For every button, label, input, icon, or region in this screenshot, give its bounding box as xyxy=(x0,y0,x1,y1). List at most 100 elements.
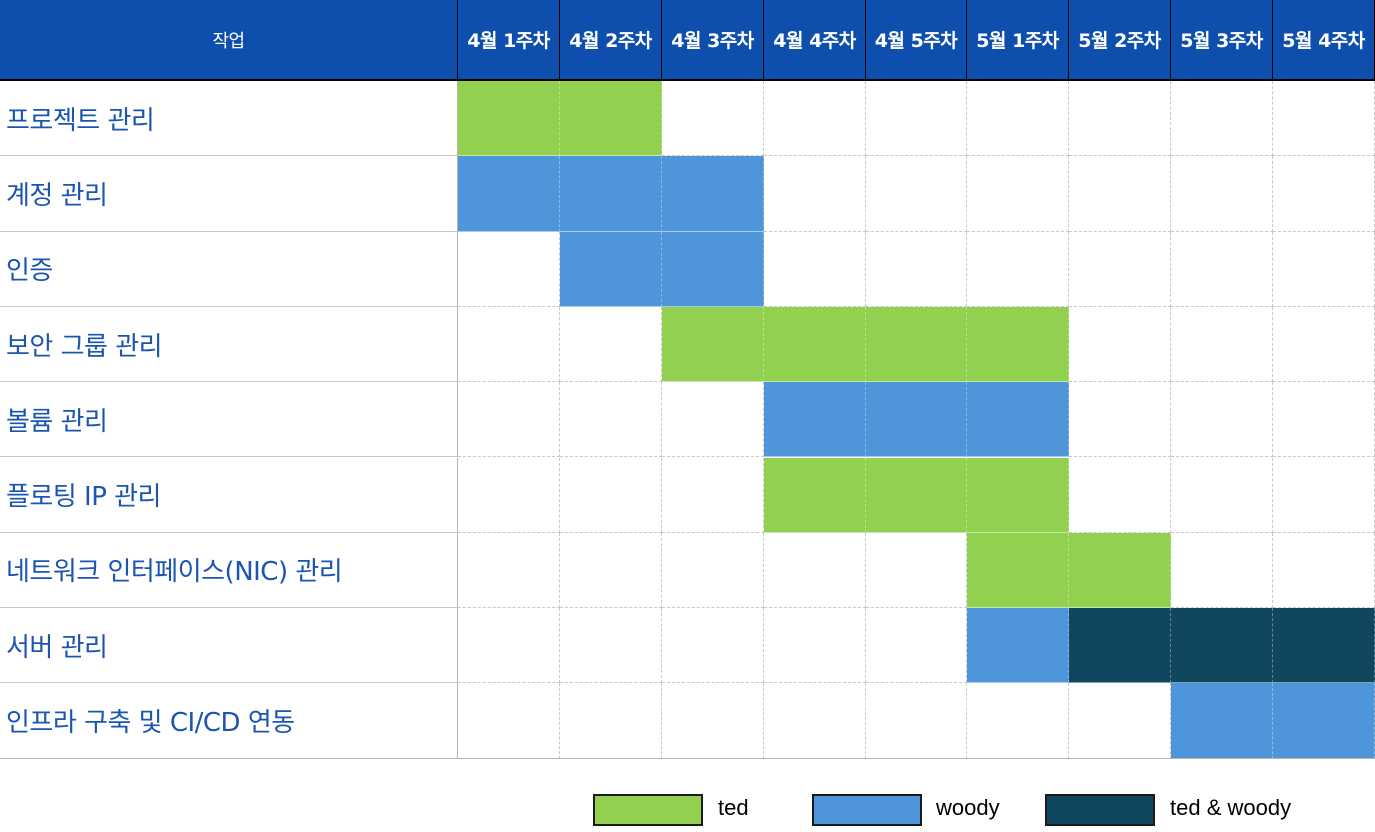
schedule-cell-empty xyxy=(1069,231,1171,307)
schedule-cell-empty xyxy=(1171,382,1273,458)
schedule-bar-woody xyxy=(560,231,662,307)
header-week: 4월 4주차 xyxy=(764,0,866,81)
schedule-cell-empty xyxy=(1171,156,1273,232)
schedule-cell-empty xyxy=(458,306,560,383)
schedule-bar-ted xyxy=(1069,532,1171,609)
schedule-bar-woody xyxy=(866,382,967,458)
header-task-label: 작업 xyxy=(0,0,458,81)
schedule-cell-empty xyxy=(866,532,967,609)
schedule-cell-empty xyxy=(662,532,764,609)
schedule-bar-both xyxy=(1273,608,1375,684)
gantt-chart: 작업 4월 1주차 4월 2주차 4월 3주차 4월 4주차 4월 5주차 5월 1주차 5월… xyxy=(0,0,1375,759)
schedule-cell-empty xyxy=(662,683,764,759)
header-week: 5월 3주차 xyxy=(1171,0,1273,81)
schedule-cell-empty xyxy=(764,608,866,684)
task-name: 프로젝트 관리 xyxy=(0,81,458,157)
schedule-cell-empty xyxy=(662,608,764,684)
schedule-cell-empty xyxy=(560,683,662,759)
header-week: 4월 2주차 xyxy=(560,0,662,81)
schedule-bar-woody xyxy=(764,382,866,458)
header-week: 4월 5주차 xyxy=(866,0,967,81)
schedule-bar-woody xyxy=(662,231,764,307)
schedule-cell-empty xyxy=(764,683,866,759)
schedule-cell-empty xyxy=(458,231,560,307)
schedule-cell-empty xyxy=(1171,457,1273,533)
schedule-cell-empty xyxy=(967,231,1069,307)
schedule-cell-empty xyxy=(866,156,967,232)
schedule-cell-empty xyxy=(1273,231,1375,307)
schedule-cell-empty xyxy=(1171,231,1273,307)
header-week: 4월 3주차 xyxy=(662,0,764,81)
schedule-cell-empty xyxy=(1273,457,1375,533)
schedule-bar-woody xyxy=(1171,683,1273,759)
task-name: 서버 관리 xyxy=(0,608,458,684)
schedule-bar-both xyxy=(1069,608,1171,684)
schedule-cell-empty xyxy=(967,81,1069,157)
legend-label-ted: ted xyxy=(718,795,749,820)
schedule-cell-empty xyxy=(1069,683,1171,759)
schedule-cell-empty xyxy=(764,81,866,157)
table-bottom-border xyxy=(0,757,1375,759)
schedule-cell-empty xyxy=(866,231,967,307)
schedule-bar-ted xyxy=(764,306,866,383)
schedule-cell-empty xyxy=(458,382,560,458)
schedule-bar-woody xyxy=(662,156,764,232)
task-name: 계정 관리 xyxy=(0,156,458,232)
schedule-cell-empty xyxy=(1273,382,1375,458)
legend-swatch-both xyxy=(1045,794,1155,826)
task-name: 보안 그룹 관리 xyxy=(0,306,458,383)
header-week: 5월 4주차 xyxy=(1273,0,1375,81)
schedule-bar-woody xyxy=(967,382,1069,458)
schedule-cell-empty xyxy=(1069,457,1171,533)
schedule-bar-woody xyxy=(1273,683,1375,759)
schedule-cell-empty xyxy=(764,231,866,307)
schedule-bar-ted xyxy=(866,306,967,383)
schedule-cell-empty xyxy=(458,683,560,759)
schedule-cell-empty xyxy=(1069,81,1171,157)
schedule-cell-empty xyxy=(1273,306,1375,383)
task-name: 볼륨 관리 xyxy=(0,382,458,458)
schedule-bar-both xyxy=(1171,608,1273,684)
legend-label-woody: woody xyxy=(936,795,1000,820)
schedule-cell-empty xyxy=(1273,532,1375,609)
schedule-cell-empty xyxy=(1273,81,1375,157)
task-name: 네트워크 인터페이스(NIC) 관리 xyxy=(0,532,458,609)
schedule-cell-empty xyxy=(662,457,764,533)
schedule-bar-ted xyxy=(662,306,764,383)
schedule-cell-empty xyxy=(560,382,662,458)
schedule-cell-empty xyxy=(967,156,1069,232)
schedule-cell-empty xyxy=(1069,306,1171,383)
schedule-cell-empty xyxy=(866,608,967,684)
schedule-cell-empty xyxy=(764,156,866,232)
schedule-cell-empty xyxy=(1171,306,1273,383)
legend-swatch-woody xyxy=(812,794,922,826)
schedule-cell-empty xyxy=(764,532,866,609)
schedule-bar-woody xyxy=(560,156,662,232)
schedule-cell-empty xyxy=(662,81,764,157)
legend-label-both: ted & woody xyxy=(1170,795,1292,820)
schedule-cell-empty xyxy=(560,457,662,533)
schedule-cell-empty xyxy=(662,382,764,458)
schedule-cell-empty xyxy=(560,608,662,684)
schedule-cell-empty xyxy=(458,457,560,533)
schedule-cell-empty xyxy=(458,608,560,684)
schedule-cell-empty xyxy=(866,81,967,157)
schedule-bar-ted xyxy=(560,81,662,157)
legend-swatch-ted xyxy=(593,794,703,826)
task-name: 플로팅 IP 관리 xyxy=(0,457,458,533)
schedule-bar-woody xyxy=(967,608,1069,684)
schedule-cell-empty xyxy=(1069,382,1171,458)
schedule-bar-ted xyxy=(967,306,1069,383)
schedule-cell-empty xyxy=(458,532,560,609)
task-name: 인프라 구축 및 CI/CD 연동 xyxy=(0,683,458,759)
schedule-bar-ted xyxy=(967,532,1069,609)
schedule-cell-empty xyxy=(866,683,967,759)
schedule-cell-empty xyxy=(967,683,1069,759)
schedule-bar-woody xyxy=(458,156,560,232)
header-week: 4월 1주차 xyxy=(458,0,560,81)
schedule-bar-ted xyxy=(967,457,1069,533)
schedule-cell-empty xyxy=(560,306,662,383)
schedule-cell-empty xyxy=(1171,81,1273,157)
schedule-cell-empty xyxy=(1069,156,1171,232)
task-name: 인증 xyxy=(0,231,458,307)
